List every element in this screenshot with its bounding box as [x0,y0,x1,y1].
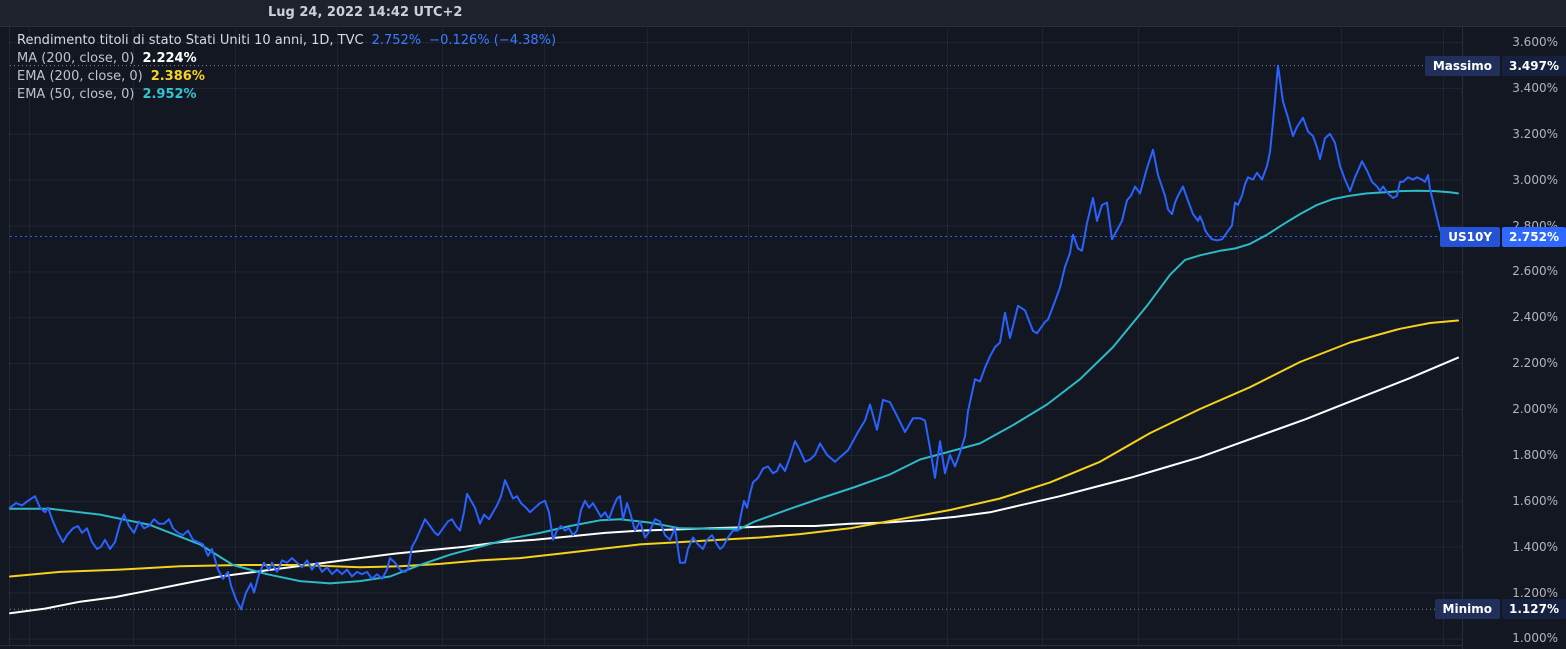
badge-value: 3.497% [1502,55,1566,76]
price-tick-label: 2.400% [1512,310,1558,325]
price-badge-minimo: Minimo 1.127% [1434,599,1566,620]
badge-label: US10Y [1440,226,1501,247]
price-badge-massimo: Massimo 3.497% [1424,55,1566,76]
grid-lines [9,28,1462,645]
chart-legend: Rendimento titoli di stato Stati Uniti 1… [17,34,556,102]
badge-value: 2.752% [1502,226,1566,247]
series-lines [9,64,1459,615]
indicator-label: EMA (200, close, 0) [17,69,143,84]
legend-symbol-row[interactable]: Rendimento titoli di stato Stati Uniti 1… [17,34,556,48]
legend-indicator-ema50[interactable]: EMA (50, close, 0) 2.952% [17,88,556,102]
indicator-value: 2.386% [150,69,205,84]
price-tick-label: 1.800% [1512,447,1558,462]
indicator-label: EMA (50, close, 0) [17,87,135,102]
price-axis[interactable]: 3.600% 3.400% 3.200% 3.000% 2.800% 2.600% 2.40… [1462,27,1566,649]
level-lines [10,65,1462,610]
symbol-last-value: 2.752% [371,33,422,48]
price-tick-label: 3.400% [1512,80,1558,95]
symbol-change-value: −0.126% (−4.38%) [429,33,557,48]
indicator-value: 2.952% [142,87,197,102]
price-tick-label: 3.000% [1512,172,1558,187]
price-badge-us10y: US10Y 2.752% [1440,226,1566,247]
legend-indicator-ema200[interactable]: EMA (200, close, 0) 2.386% [17,70,556,84]
price-tick-label: 1.200% [1512,585,1558,600]
badge-value: 1.127% [1502,599,1566,620]
price-tick-label: 1.400% [1512,539,1558,554]
price-tick-label: 2.000% [1512,402,1558,417]
datetime-label: Lug 24, 2022 14:42 UTC+2 [268,5,463,20]
symbol-title: Rendimento titoli di stato Stati Uniti 1… [17,33,364,48]
price-tick-label: 1.000% [1512,631,1558,646]
top-datetime-bar: Lug 24, 2022 14:42 UTC+2 [0,0,1566,27]
price-tick-label: 3.200% [1512,126,1558,141]
legend-indicator-ma200[interactable]: MA (200, close, 0) 2.224% [17,52,556,66]
badge-label: Massimo [1424,55,1501,76]
indicator-value: 2.224% [142,51,197,66]
pane-left-border [9,27,10,645]
price-tick-label: 1.600% [1512,493,1558,508]
price-tick-label: 2.600% [1512,264,1558,279]
price-tick-label: 3.600% [1512,35,1558,49]
badge-label: Minimo [1434,599,1501,620]
price-tick-label: 2.200% [1512,356,1558,371]
indicator-label: MA (200, close, 0) [17,51,135,66]
